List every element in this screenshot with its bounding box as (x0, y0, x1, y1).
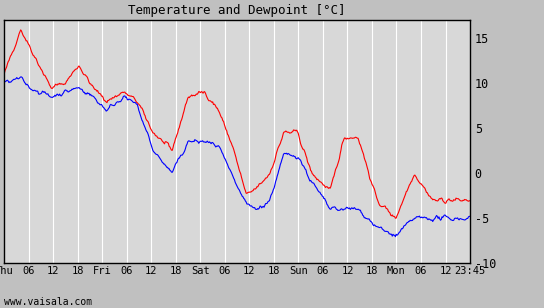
Title: Temperature and Dewpoint [°C]: Temperature and Dewpoint [°C] (128, 4, 346, 18)
Text: www.vaisala.com: www.vaisala.com (4, 297, 92, 307)
